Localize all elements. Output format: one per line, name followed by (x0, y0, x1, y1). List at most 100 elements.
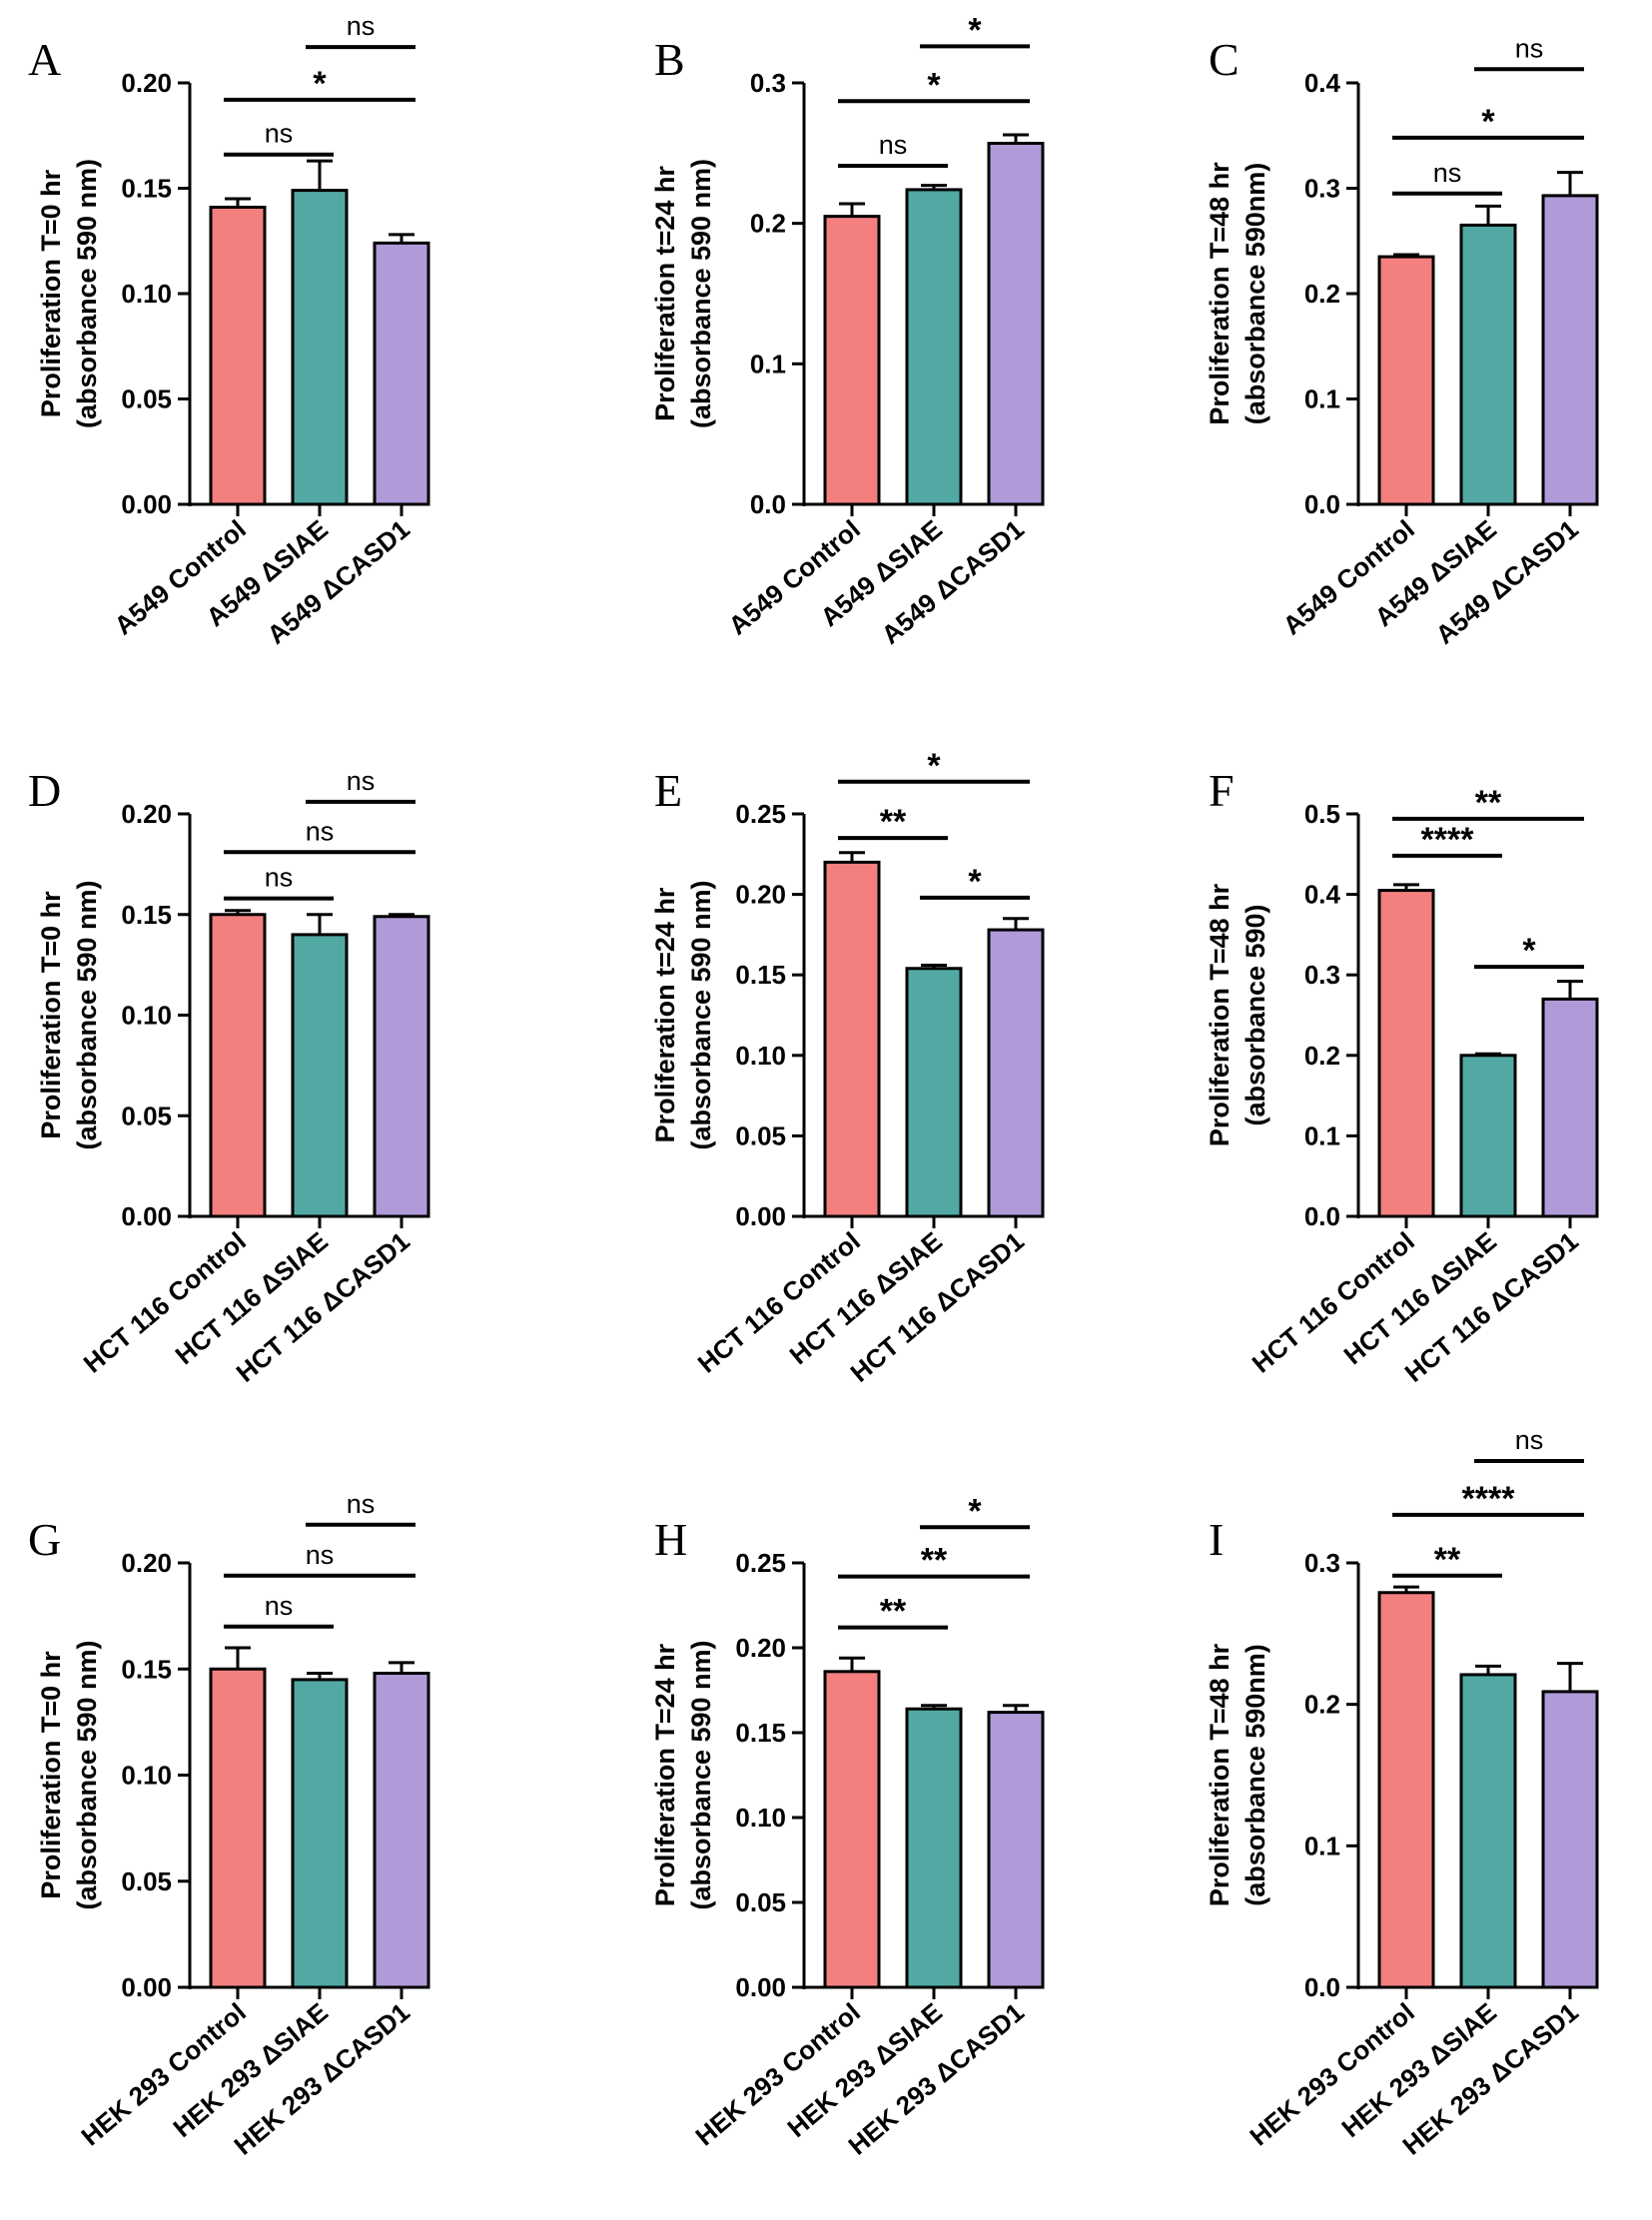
bar-casd1 (987, 141, 1045, 506)
y-axis-title-line: Proliferation T=48 hr (1205, 1643, 1235, 1906)
bar-control (823, 1670, 881, 1989)
panel-C: C Proliferation T=48 hr (absorbance 590nm)… (1205, 33, 1599, 650)
y-tick-label: 0.20 (735, 880, 786, 910)
bar-casd1 (1541, 194, 1599, 506)
bar-control (209, 1667, 267, 1989)
y-tick-label: 0.15 (121, 900, 172, 930)
y-tick-label: 0.00 (735, 1201, 786, 1231)
significance-label: ns (1433, 158, 1462, 188)
panel-E: E Proliferation t=24 hr (absorbance 590 nm… (650, 747, 1045, 1388)
significance-label: * (968, 11, 982, 49)
y-tick-label: 0.3 (1304, 1548, 1340, 1578)
bar-siae (905, 188, 963, 506)
y-tick-label: 0.00 (735, 1972, 786, 2002)
y-tick-label: 0.4 (1304, 880, 1341, 910)
y-axis-title-line: (absorbance 590) (1240, 904, 1270, 1125)
significance-label: ** (1475, 784, 1502, 822)
panel-letter: D (28, 765, 61, 816)
bar-siae (905, 967, 963, 1218)
y-tick-label: 0.05 (121, 1101, 172, 1130)
y-axis-title-line: Proliferation T=24 hr (650, 1643, 680, 1906)
y-tick-label: 0.1 (1304, 1831, 1340, 1860)
bar-siae (291, 1678, 349, 1989)
y-tick-label: 0.3 (1304, 960, 1340, 990)
y-tick-label: 0.0 (1304, 489, 1340, 519)
y-axis-title-line: (absorbance 590nm) (1240, 163, 1270, 425)
bar-casd1 (373, 241, 430, 506)
y-tick-label: 0.1 (750, 349, 786, 378)
panel-I: I Proliferation T=48 hr (absorbance 590nm)… (1205, 1425, 1599, 2161)
y-axis-title-line: (absorbance 590 nm) (686, 159, 716, 428)
bar-control (209, 205, 267, 506)
y-axis-title-line: (absorbance 590 nm) (72, 880, 102, 1149)
significance-label: * (968, 1492, 982, 1530)
panel-F: F Proliferation T=48 hr (absorbance 590) 0.… (1205, 765, 1599, 1388)
panel-letter: B (654, 34, 685, 85)
y-tick-label: 0.1 (1304, 384, 1340, 414)
panel-letter: H (654, 1514, 687, 1565)
y-tick-label: 0.15 (735, 1718, 786, 1748)
significance-label: ** (921, 1542, 948, 1580)
panel-G: G Proliferation T=0 hr (absorbance 590 nm)… (28, 1489, 430, 2161)
bar-siae (1459, 1673, 1517, 1989)
y-tick-label: 0.20 (121, 1548, 172, 1578)
significance-label: ns (265, 1591, 294, 1621)
y-tick-label: 0.25 (735, 1548, 786, 1578)
panel-letter: G (28, 1514, 61, 1565)
y-tick-label: 0.10 (735, 1041, 786, 1071)
y-tick-label: 0.10 (121, 1761, 172, 1791)
bar-control (209, 913, 267, 1218)
significance-label: ns (306, 1540, 335, 1570)
y-axis-title: Proliferation T=48 hr (absorbance 590nm) (1205, 162, 1270, 425)
y-axis-title-line: (absorbance 590 nm) (686, 880, 716, 1149)
y-axis-title: Proliferation t=24 hr (absorbance 590 nm) (650, 880, 716, 1149)
y-tick-label: 0.00 (121, 489, 172, 519)
y-axis-title: Proliferation T=48 hr (absorbance 590) (1205, 883, 1270, 1146)
significance-label: ns (1515, 33, 1544, 63)
y-axis-title-line: (absorbance 590 nm) (72, 1640, 102, 1909)
y-tick-label: 0.05 (121, 1866, 172, 1896)
y-tick-label: 0.0 (1304, 1972, 1340, 2002)
bar-siae (291, 933, 349, 1218)
significance-label: ns (879, 130, 908, 160)
bar-control (1377, 255, 1435, 506)
bar-casd1 (373, 915, 430, 1218)
panel-letter: I (1209, 1514, 1224, 1565)
bar-casd1 (987, 928, 1045, 1218)
bar-control (823, 215, 881, 506)
panel-A: A Proliferation T=0 hr (absorbance 590 nm)… (28, 11, 430, 650)
y-tick-label: 0.2 (1304, 1690, 1340, 1720)
y-tick-label: 0.10 (121, 1001, 172, 1031)
y-tick-label: 0.2 (750, 209, 786, 239)
y-axis-title-line: Proliferation t=24 hr (650, 166, 680, 421)
y-axis-title-line: Proliferation T=0 hr (36, 891, 66, 1139)
y-tick-label: 0.10 (735, 1803, 786, 1833)
y-tick-label: 0.05 (121, 384, 172, 414)
y-tick-label: 0.2 (1304, 1041, 1340, 1071)
category-label: A549 ΔCASD1 (876, 514, 1030, 650)
significance-label: ** (880, 803, 907, 841)
panel-letter: F (1209, 765, 1235, 816)
category-label: A549 ΔCASD1 (1430, 514, 1584, 650)
y-axis-title: Proliferation t=24 hr (absorbance 590 nm) (650, 159, 716, 428)
y-tick-label: 0.3 (1304, 174, 1340, 204)
bar-control (1377, 1591, 1435, 1989)
y-tick-label: 0.3 (750, 68, 786, 98)
y-tick-label: 0.00 (121, 1972, 172, 2002)
bar-casd1 (1541, 1690, 1599, 1989)
significance-label: ** (880, 1593, 907, 1631)
y-tick-label: 0.05 (735, 1120, 786, 1150)
bar-siae (1459, 1054, 1517, 1218)
y-tick-label: 0.20 (121, 68, 172, 98)
panel-B: B Proliferation t=24 hr (absorbance 590 nm… (650, 11, 1045, 650)
y-tick-label: 0.20 (121, 799, 172, 829)
significance-label: **** (1462, 1480, 1516, 1518)
y-tick-label: 0.10 (121, 279, 172, 309)
y-axis-title-line: Proliferation T=0 hr (36, 1651, 66, 1899)
y-axis-title: Proliferation T=0 hr (absorbance 590 nm) (36, 1640, 102, 1909)
bar-casd1 (987, 1711, 1045, 1989)
panel-letter: A (28, 34, 61, 85)
y-axis-title-line: (absorbance 590 nm) (72, 159, 102, 428)
significance-label: * (927, 747, 941, 785)
